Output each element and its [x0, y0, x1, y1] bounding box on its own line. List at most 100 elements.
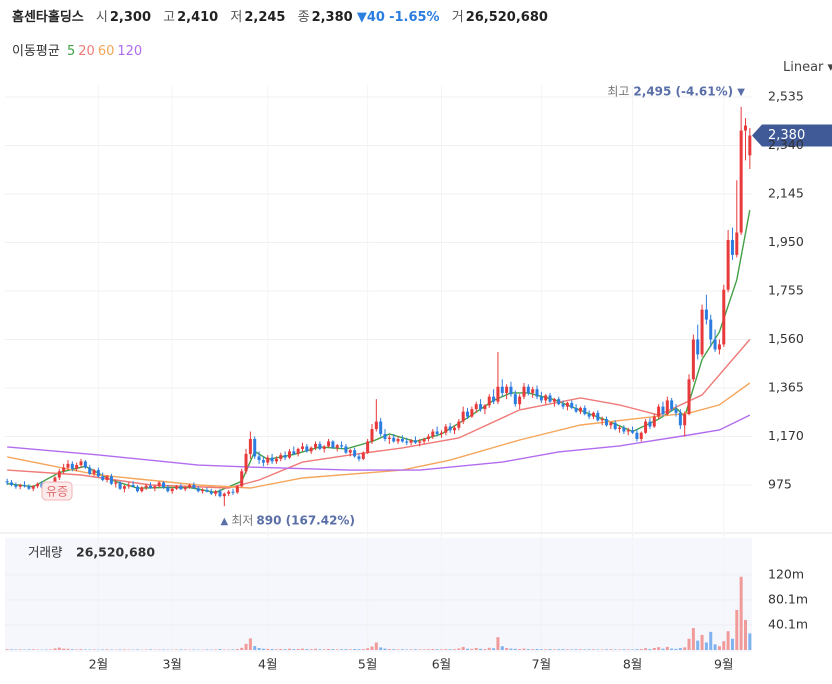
- candle-body: [88, 467, 92, 474]
- candle-body: [526, 386, 530, 393]
- high-marker-text: 2,495 (-4.61%): [633, 84, 733, 98]
- volume-bar: [348, 649, 352, 650]
- volume-bar: [448, 649, 452, 650]
- legend-entry[interactable]: 20: [78, 44, 95, 59]
- volume-bar: [66, 648, 70, 650]
- candle-body: [357, 456, 361, 459]
- candle-body: [435, 431, 439, 434]
- candle-body: [10, 482, 14, 485]
- legend-entry[interactable]: 120: [117, 44, 143, 59]
- volume-bar: [5, 649, 9, 650]
- volume-bar: [418, 649, 422, 650]
- volume-bar: [357, 649, 361, 650]
- candle-body: [175, 486, 179, 489]
- candle-body: [279, 455, 283, 459]
- candle-body: [18, 484, 22, 487]
- y-tick-label: 1,755: [768, 282, 804, 297]
- stock-name: 홈센타홀딩스: [12, 10, 84, 25]
- candle-body: [626, 430, 630, 432]
- candle-body: [344, 446, 348, 453]
- volume-bar: [79, 649, 83, 650]
- volume-bar: [383, 648, 387, 650]
- scale-mode-label[interactable]: Linear: [783, 60, 824, 75]
- candle-body: [335, 445, 339, 448]
- volume-bar: [496, 637, 500, 650]
- volume-bar: [396, 649, 400, 650]
- volume-bar: [483, 649, 487, 650]
- volume-bar: [431, 648, 435, 650]
- candle-body: [235, 486, 239, 493]
- volume-bar: [409, 649, 413, 650]
- volume-bar: [735, 609, 739, 650]
- candle-body: [387, 437, 391, 439]
- legend-entry[interactable]: 60: [97, 44, 115, 59]
- candle-body: [57, 471, 61, 478]
- candle-body: [609, 422, 613, 426]
- candle-body: [214, 491, 218, 494]
- volume-bar: [300, 648, 304, 650]
- candle-body: [209, 491, 213, 494]
- volume-bar: [439, 649, 443, 650]
- candle-body: [192, 484, 196, 489]
- volume-bar: [687, 638, 691, 650]
- candle-body: [222, 493, 226, 497]
- volume-bar: [709, 631, 713, 650]
- candle-body: [479, 404, 483, 410]
- candle-body: [261, 460, 265, 463]
- volume-bar: [657, 647, 661, 650]
- candle-body: [496, 386, 500, 402]
- volume-bar: [505, 648, 509, 650]
- volume-bar: [135, 649, 139, 650]
- volume-bar: [248, 638, 252, 650]
- volume-bar: [618, 649, 622, 650]
- candle-body: [687, 379, 691, 415]
- candle-body: [300, 446, 304, 449]
- volume-bar: [122, 649, 126, 650]
- candle-body: [366, 441, 370, 453]
- volume-bar: [487, 647, 491, 650]
- y-tick-label: 975: [768, 476, 792, 491]
- volume-bar: [392, 649, 396, 650]
- candle-body: [413, 440, 417, 443]
- candle-body: [631, 430, 635, 433]
- volume-bar: [405, 649, 409, 650]
- low-marker-label: 최저: [231, 514, 253, 528]
- scale-mode[interactable]: Linear ▾: [783, 60, 832, 75]
- candle-body: [583, 407, 587, 415]
- candle-body: [131, 484, 135, 487]
- volume-bar: [148, 649, 152, 650]
- candle-body: [544, 395, 548, 401]
- y-tick-label: 2,145: [768, 185, 804, 200]
- candle-body: [379, 421, 383, 434]
- volume-bar: [739, 576, 743, 650]
- candle-body: [652, 416, 656, 427]
- low-marker-text: 890 (167.42%): [256, 514, 355, 528]
- volume-bar: [631, 649, 635, 650]
- legend-entry[interactable]: 5: [66, 44, 76, 59]
- candle-body: [587, 414, 591, 417]
- volume-bar: [570, 649, 574, 650]
- candle-body: [613, 422, 617, 430]
- candle-body: [153, 486, 157, 489]
- volume-bar: [57, 647, 61, 650]
- candle-body: [396, 438, 400, 442]
- volume-bar: [526, 649, 530, 650]
- volume-bar: [457, 648, 461, 650]
- candle-body: [322, 446, 326, 449]
- candle-body: [109, 476, 113, 484]
- open-label: 시: [95, 10, 108, 25]
- volume-title: 거래량: [28, 545, 63, 560]
- volume-bar: [466, 648, 470, 650]
- x-tick-label: 9월: [714, 657, 733, 672]
- volume-bar: [327, 648, 331, 650]
- high-marker-label: 최고: [607, 84, 629, 98]
- candle-body: [722, 289, 726, 345]
- volume-bar: [374, 642, 378, 650]
- down-arrow: ▼: [356, 10, 367, 25]
- volume-bar: [335, 649, 339, 650]
- volume-bar: [704, 642, 708, 650]
- candle-body: [743, 125, 747, 131]
- volume-bar: [274, 649, 278, 650]
- volume-bar: [730, 638, 734, 650]
- volume-bar: [474, 647, 478, 650]
